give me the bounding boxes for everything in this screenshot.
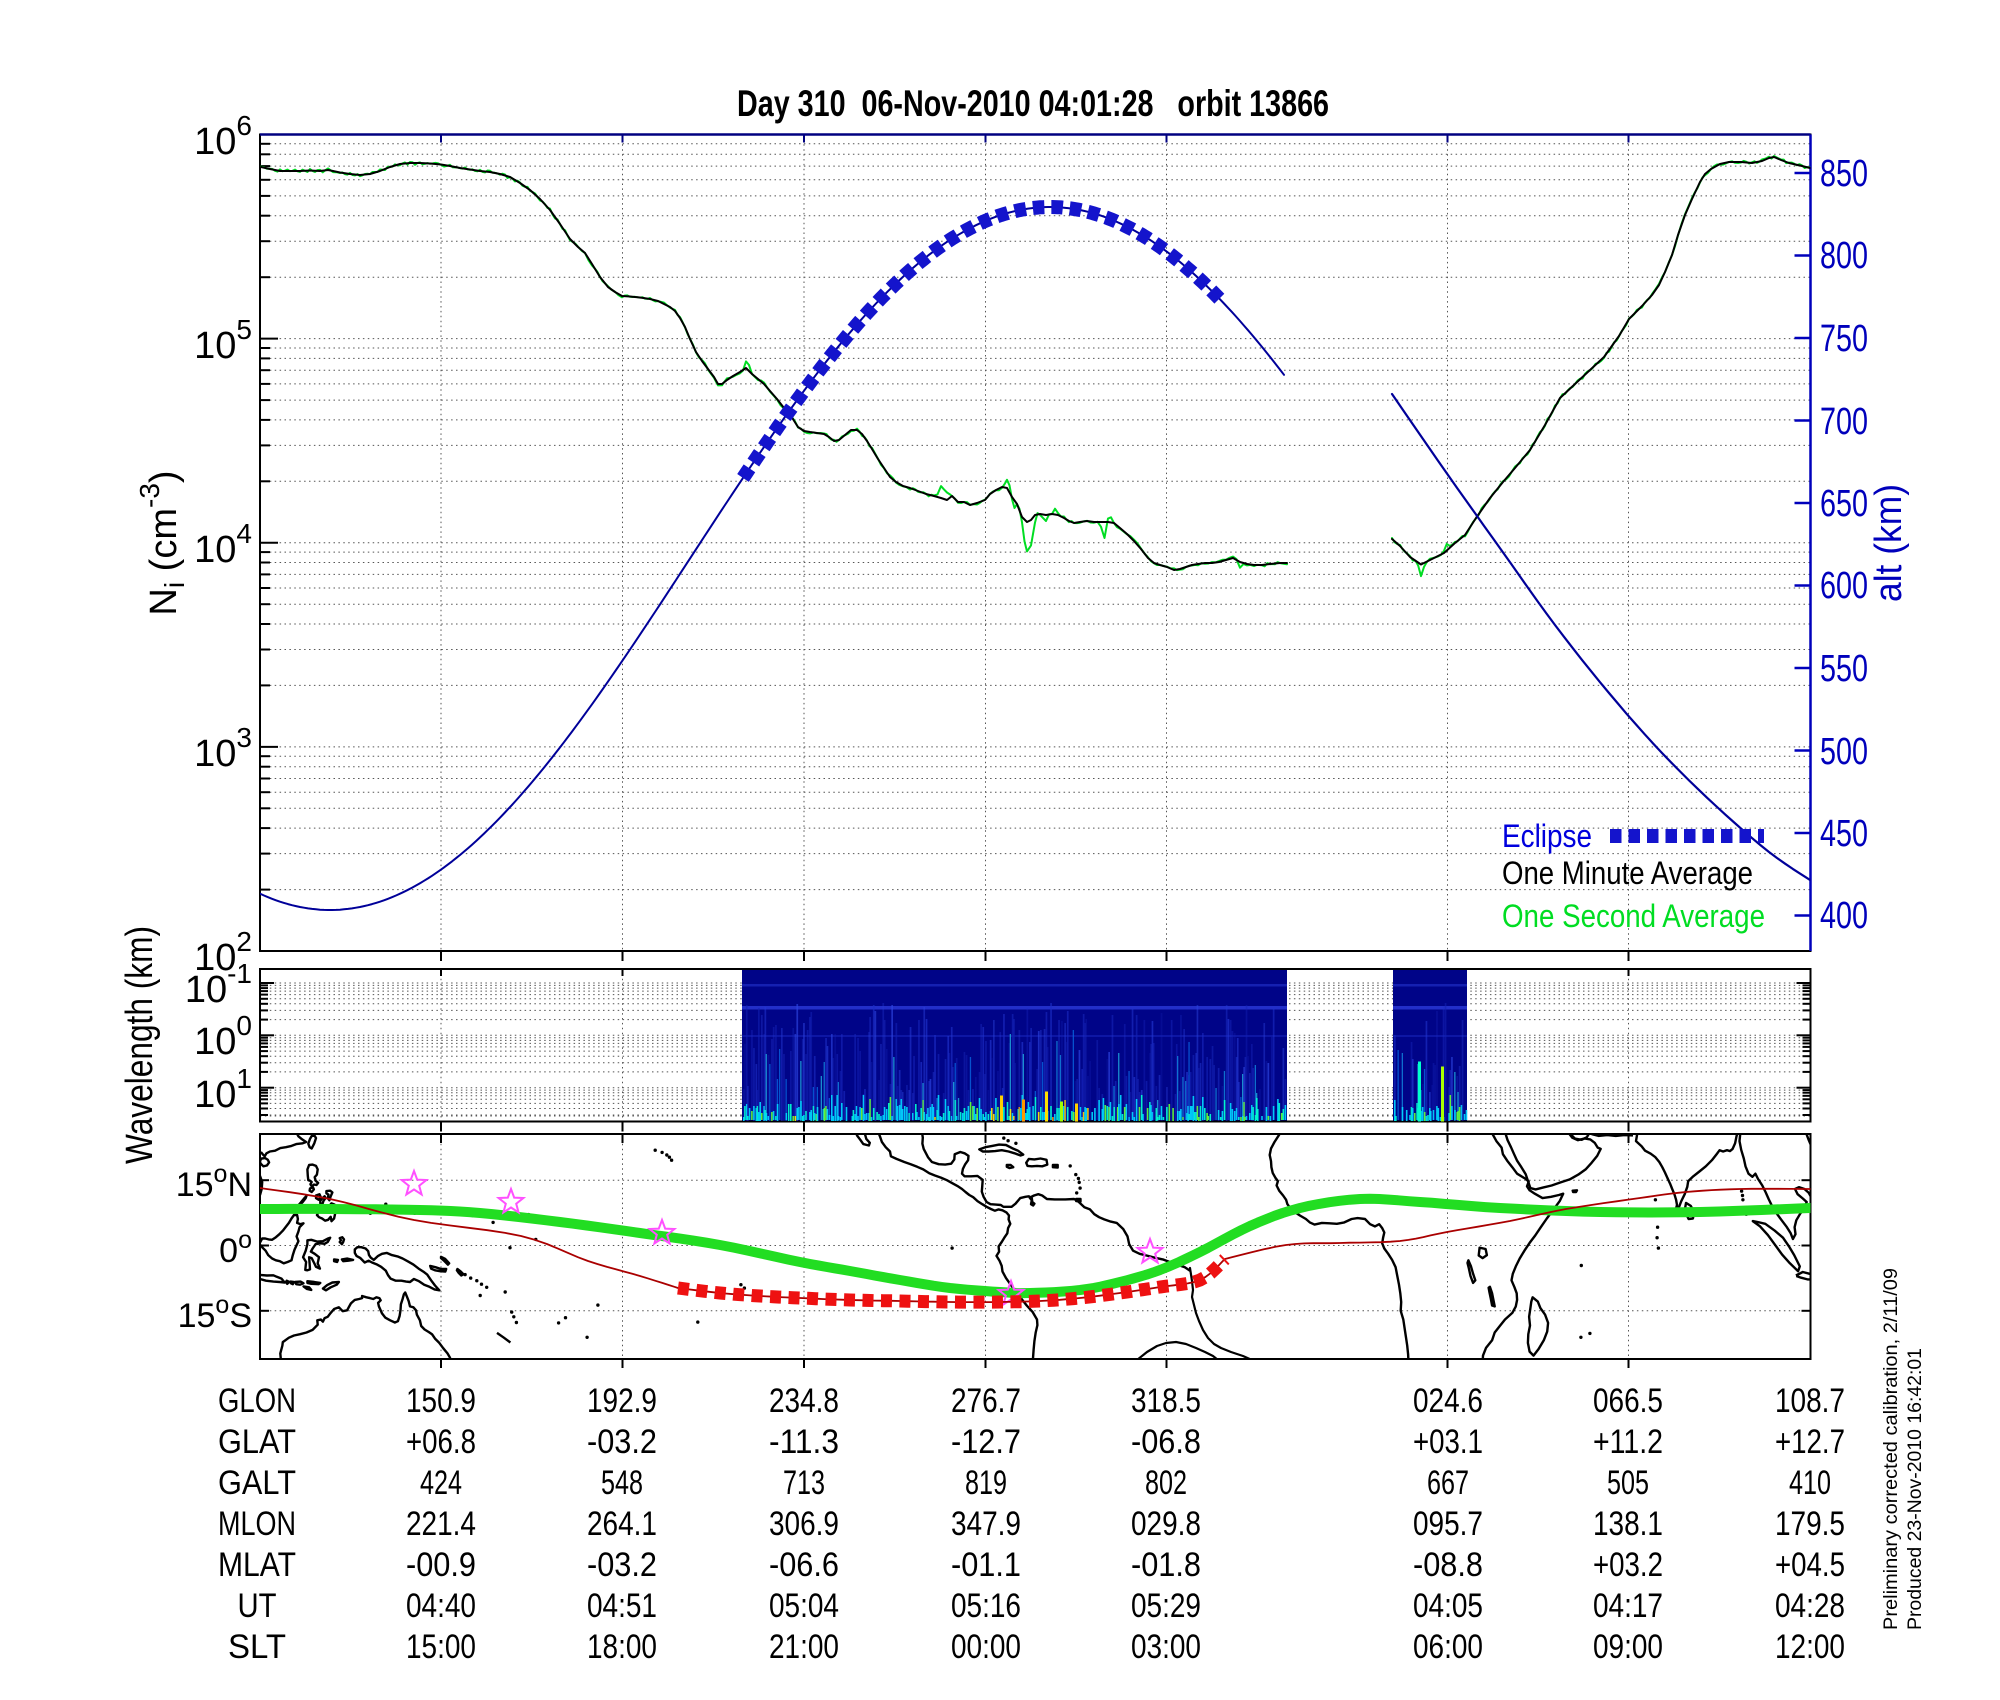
svg-text:500: 500 xyxy=(1820,731,1868,773)
svg-text:101: 101 xyxy=(194,1063,252,1116)
svg-text:424: 424 xyxy=(420,1464,462,1502)
svg-text:410: 410 xyxy=(1789,1464,1831,1502)
svg-text:179.5: 179.5 xyxy=(1775,1505,1845,1543)
svg-text:700: 700 xyxy=(1820,401,1868,443)
svg-text:MLON: MLON xyxy=(218,1505,296,1543)
svg-text:04:17: 04:17 xyxy=(1593,1587,1663,1625)
svg-text:03:00: 03:00 xyxy=(1131,1628,1201,1666)
svg-text:650: 650 xyxy=(1820,483,1868,525)
svg-text:600: 600 xyxy=(1820,565,1868,607)
svg-text:MLAT: MLAT xyxy=(218,1546,296,1584)
svg-text:-06.8: -06.8 xyxy=(1131,1423,1201,1461)
svg-text:850: 850 xyxy=(1820,153,1868,195)
svg-text:GALT: GALT xyxy=(218,1464,296,1502)
svg-text:04:51: 04:51 xyxy=(587,1587,657,1625)
svg-text:819: 819 xyxy=(965,1464,1007,1502)
svg-text:105: 105 xyxy=(194,314,252,367)
svg-text:One Second Average: One Second Average xyxy=(1502,898,1765,934)
svg-text:04:05: 04:05 xyxy=(1413,1587,1483,1625)
svg-text:802: 802 xyxy=(1145,1464,1187,1502)
svg-text:Eclipse: Eclipse xyxy=(1502,818,1592,854)
svg-text:+12.7: +12.7 xyxy=(1775,1423,1845,1461)
svg-text:-03.2: -03.2 xyxy=(587,1546,657,1584)
svg-text:+11.2: +11.2 xyxy=(1593,1423,1663,1461)
svg-text:100: 100 xyxy=(194,1010,252,1063)
svg-text:09:00: 09:00 xyxy=(1593,1628,1663,1666)
svg-text:SLT: SLT xyxy=(228,1628,286,1666)
svg-text:Preliminary corrected calibrat: Preliminary corrected calibration, 2/11/… xyxy=(1881,1268,1902,1630)
svg-text:066.5: 066.5 xyxy=(1593,1382,1663,1420)
svg-text:+03.1: +03.1 xyxy=(1413,1423,1483,1461)
svg-text:-06.6: -06.6 xyxy=(769,1546,839,1584)
svg-text:667: 667 xyxy=(1427,1464,1469,1502)
svg-text:024.6: 024.6 xyxy=(1413,1382,1483,1420)
svg-text:103: 103 xyxy=(194,722,252,775)
svg-text:Wavelength (km): Wavelength (km) xyxy=(119,926,161,1164)
svg-text:150.9: 150.9 xyxy=(406,1382,476,1420)
svg-text:+06.8: +06.8 xyxy=(406,1423,476,1461)
svg-text:-12.7: -12.7 xyxy=(951,1423,1021,1461)
svg-text:750: 750 xyxy=(1820,318,1868,360)
svg-text:713: 713 xyxy=(783,1464,825,1502)
svg-text:138.1: 138.1 xyxy=(1593,1505,1663,1543)
svg-text:450: 450 xyxy=(1820,813,1868,855)
svg-text:+03.2: +03.2 xyxy=(1593,1546,1663,1584)
svg-text:+04.5: +04.5 xyxy=(1775,1546,1845,1584)
svg-text:800: 800 xyxy=(1820,235,1868,277)
svg-text:04:28: 04:28 xyxy=(1775,1587,1845,1625)
svg-text:15:00: 15:00 xyxy=(406,1628,476,1666)
svg-text:00:00: 00:00 xyxy=(951,1628,1021,1666)
svg-text:0o: 0o xyxy=(219,1226,252,1270)
svg-text:UT: UT xyxy=(238,1587,277,1625)
svg-text:15oS: 15oS xyxy=(178,1291,252,1335)
svg-text:15oN: 15oN xyxy=(176,1160,252,1204)
svg-text:106: 106 xyxy=(194,110,252,163)
svg-text:21:00: 21:00 xyxy=(769,1628,839,1666)
svg-text:12:00: 12:00 xyxy=(1775,1628,1845,1666)
svg-text:Produced 23-Nov-2010 16:42:01: Produced 23-Nov-2010 16:42:01 xyxy=(1905,1348,1926,1630)
svg-text:05:16: 05:16 xyxy=(951,1587,1021,1625)
svg-text:GLON: GLON xyxy=(218,1382,296,1420)
svg-text:10-1: 10-1 xyxy=(185,958,252,1011)
svg-text:-01.1: -01.1 xyxy=(951,1546,1021,1584)
svg-text:192.9: 192.9 xyxy=(587,1382,657,1420)
svg-text:276.7: 276.7 xyxy=(951,1382,1021,1420)
svg-text:04:40: 04:40 xyxy=(406,1587,476,1625)
svg-text:264.1: 264.1 xyxy=(587,1505,657,1543)
svg-text:-00.9: -00.9 xyxy=(406,1546,476,1584)
svg-text:18:00: 18:00 xyxy=(587,1628,657,1666)
svg-text:505: 505 xyxy=(1607,1464,1649,1502)
svg-text:029.8: 029.8 xyxy=(1131,1505,1201,1543)
svg-text:318.5: 318.5 xyxy=(1131,1382,1201,1420)
svg-text:550: 550 xyxy=(1820,648,1868,690)
svg-text:Day 310 06-Nov-2010 04:01:28: Day 310 06-Nov-2010 04:01:28 orbit 13866 xyxy=(737,83,1329,124)
svg-text:05:29: 05:29 xyxy=(1131,1587,1201,1625)
svg-text:108.7: 108.7 xyxy=(1775,1382,1845,1420)
svg-text:-03.2: -03.2 xyxy=(587,1423,657,1461)
svg-text:347.9: 347.9 xyxy=(951,1505,1021,1543)
svg-text:234.8: 234.8 xyxy=(769,1382,839,1420)
svg-text:-11.3: -11.3 xyxy=(769,1423,839,1461)
svg-text:One Minute Average: One Minute Average xyxy=(1502,855,1753,891)
svg-text:102: 102 xyxy=(194,926,252,979)
svg-text:05:04: 05:04 xyxy=(769,1587,839,1625)
svg-text:alt (km): alt (km) xyxy=(1868,484,1910,602)
svg-text:-08.8: -08.8 xyxy=(1413,1546,1483,1584)
svg-text:104: 104 xyxy=(194,518,252,571)
svg-text:306.9: 306.9 xyxy=(769,1505,839,1543)
svg-text:400: 400 xyxy=(1820,895,1868,937)
svg-text:-01.8: -01.8 xyxy=(1131,1546,1201,1584)
svg-text:548: 548 xyxy=(601,1464,643,1502)
svg-text:06:00: 06:00 xyxy=(1413,1628,1483,1666)
svg-text:221.4: 221.4 xyxy=(406,1505,476,1543)
svg-text:095.7: 095.7 xyxy=(1413,1505,1483,1543)
svg-text:GLAT: GLAT xyxy=(218,1423,296,1461)
